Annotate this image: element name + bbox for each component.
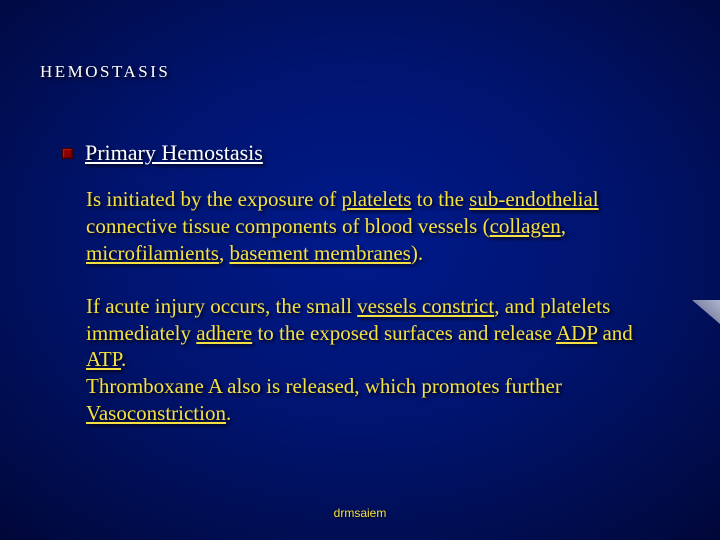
text: . [121, 347, 126, 371]
square-bullet-icon [62, 148, 73, 159]
paragraph-3: Thromboxane A also is released, which pr… [86, 373, 675, 427]
text: Is initiated by the exposure of [86, 187, 341, 211]
underline-adhere: adhere [196, 321, 252, 345]
underline-collagen: collagen [490, 214, 561, 238]
underline-subendothelial: sub-endothelial [469, 187, 598, 211]
footer-text: drmsaiem [0, 506, 720, 520]
text: and [597, 321, 633, 345]
underline-vessels-constrict: vessels constrict [357, 294, 494, 318]
underline-platelets: platelets [341, 187, 411, 211]
slide-content: Primary Hemostasis Is initiated by the e… [62, 140, 675, 453]
text: ). [411, 241, 423, 265]
text: Thromboxane A also is released, which pr… [86, 374, 562, 398]
paragraph-1: Is initiated by the exposure of platelet… [86, 186, 675, 267]
text: , [219, 241, 230, 265]
paragraph-2: If acute injury occurs, the small vessel… [86, 293, 675, 374]
bullet-row: Primary Hemostasis [62, 140, 675, 166]
underline-adp: ADP [556, 321, 597, 345]
underline-atp: ATP [86, 347, 121, 371]
underline-vasoconstriction: Vasoconstriction [86, 401, 226, 425]
slide-title: HEMOSTASIS [40, 62, 170, 82]
underline-microfilaments: microfilamients [86, 241, 219, 265]
slide: HEMOSTASIS Primary Hemostasis Is initiat… [0, 0, 720, 540]
text: to the exposed surfaces and release [252, 321, 556, 345]
text: , [561, 214, 566, 238]
underline-basement-membranes: basement membranes [229, 241, 410, 265]
text: If acute injury occurs, the small [86, 294, 357, 318]
page-curl-icon [692, 300, 720, 324]
text: connective tissue components of blood ve… [86, 214, 490, 238]
text: to the [411, 187, 469, 211]
text: . [226, 401, 231, 425]
subtitle: Primary Hemostasis [85, 140, 263, 166]
